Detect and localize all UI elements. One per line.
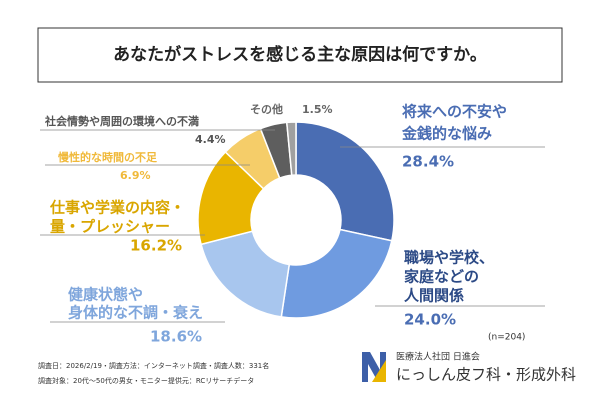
- value-label: 28.4%: [402, 153, 454, 171]
- category-label: 慢性的な時間の不足: [58, 150, 158, 164]
- footer-line: 調査対象：20代～50代の男女・モニター提供元：RCリサーチデータ: [38, 376, 254, 385]
- value-label: 16.2%: [130, 237, 182, 255]
- value-label: 24.0%: [404, 311, 456, 329]
- category-label: 人間関係: [404, 287, 464, 305]
- category-label: 家庭などの: [404, 268, 479, 286]
- category-label: 仕事や学業の内容・: [49, 199, 185, 217]
- value-label: 18.6%: [150, 328, 202, 346]
- logo: [362, 352, 386, 382]
- category-label: 職場や学校、: [404, 249, 494, 267]
- value-label: 1.5%: [302, 103, 333, 116]
- category-label: 社会情勢や周囲の環境への不満: [44, 114, 199, 128]
- category-label: 将来への不安や: [402, 103, 507, 121]
- category-label: その他: [250, 102, 283, 116]
- category-label: 健康状態や: [68, 286, 143, 304]
- brand-org: 医療法人社団 日進会: [396, 351, 480, 363]
- category-label: 量・プレッシャー: [50, 218, 170, 236]
- category-label: 身体的な不調・衰え: [68, 304, 203, 322]
- slice: [280, 228, 393, 319]
- category-label: 金銭的な悩み: [401, 125, 492, 143]
- title-box: [37, 27, 563, 83]
- slice: [285, 121, 297, 177]
- slice: [295, 121, 395, 242]
- sample-note: (n=204): [488, 333, 525, 343]
- logo-accent: [372, 360, 386, 382]
- value-label: 6.9%: [120, 169, 151, 182]
- chart-title: あなたがストレスを感じる主な原因は何ですか。: [113, 44, 487, 65]
- footer-line: 調査日：2026/2/19・調査方法：インターネット調査・調査人数：331名: [38, 361, 269, 370]
- value-label: 4.4%: [195, 133, 226, 146]
- brand-name: にっしん皮フ科・形成外科: [396, 366, 576, 384]
